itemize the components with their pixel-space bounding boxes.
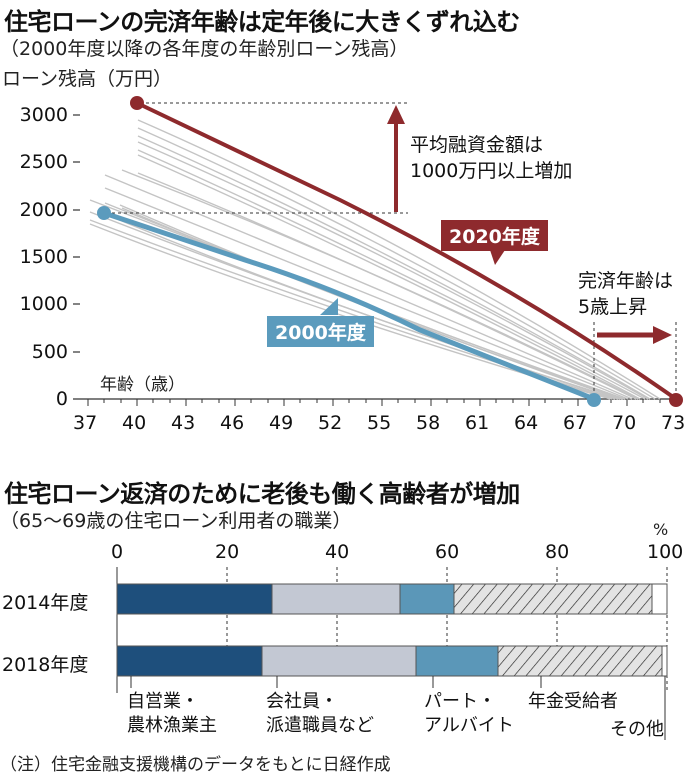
line-2000	[103, 210, 595, 402]
annotation-age-line2: 5歳上昇	[578, 296, 648, 318]
x-tick-64: 64	[514, 412, 539, 434]
x-tick-43: 43	[171, 412, 196, 434]
bar-chart-subtitle: （65〜69歳の住宅ローン利用者の職業）	[0, 510, 352, 532]
x-tick-70: 70	[612, 412, 637, 434]
category-leaders	[130, 676, 666, 740]
annotation-age-line1: 完済年齢は	[578, 270, 674, 292]
x-tick-73: 73	[661, 412, 686, 434]
x-tick-61: 61	[465, 412, 490, 434]
grey-year-lines	[89, 119, 661, 400]
annotation-amount-line2: 1000万円以上増加	[410, 160, 573, 182]
increase-arrow-head	[387, 105, 405, 124]
bar-2014	[116, 583, 668, 615]
y-tick-2000: 2000	[19, 199, 68, 221]
bar-tick-40: 40	[325, 541, 350, 563]
y-tick-1500: 1500	[19, 246, 68, 268]
source-note: （注）住宅金融支援機構のデータをもとに日経作成	[0, 755, 391, 775]
category-self-employed: 自営業・ 農林漁業主	[127, 691, 217, 736]
bar-tick-0: 0	[111, 541, 124, 563]
reference-dashed-lines	[106, 102, 677, 399]
bar-2018	[116, 645, 668, 677]
x-tick-55: 55	[367, 412, 392, 434]
line-2020	[136, 101, 678, 401]
label-2020: 2020年度	[441, 220, 548, 251]
point-2020-start	[130, 96, 144, 110]
category-other: その他	[610, 719, 664, 740]
x-tick-46: 46	[220, 412, 245, 434]
y-tick-2500: 2500	[19, 151, 68, 173]
x-tick-37: 37	[73, 412, 98, 434]
point-2000-start	[97, 206, 111, 220]
y-tick-3000: 3000	[19, 104, 68, 126]
x-axis-label: 年齢（歳）	[100, 375, 185, 395]
bar-tick-80: 80	[545, 541, 570, 563]
row-label-2018: 2018年度	[2, 654, 89, 676]
x-tick-49: 49	[269, 412, 294, 434]
y-tick-0: 0	[55, 388, 68, 410]
y-axis-ticks	[73, 114, 80, 353]
category-employee: 会社員・ 派遣職員など	[266, 691, 374, 736]
y-axis-label: ローン残高（万円）	[2, 68, 173, 90]
point-2020-end	[669, 393, 683, 407]
x-tick-52: 52	[318, 412, 343, 434]
point-2000-end	[587, 393, 601, 407]
age-shift-arrow-head	[653, 326, 672, 344]
x-tick-67: 67	[563, 412, 588, 434]
category-part-time: パート・ アルバイト	[424, 691, 514, 736]
bar-tick-20: 20	[215, 541, 240, 563]
row-label-2014: 2014年度	[2, 592, 89, 614]
line-chart-subtitle: （2000年度以降の各年度の年齢別ローン残高）	[0, 38, 409, 60]
x-tick-58: 58	[416, 412, 441, 434]
bar-unit: %	[653, 520, 669, 539]
y-tick-1000: 1000	[19, 293, 68, 315]
annotation-amount-line1: 平均融資金額は	[410, 134, 544, 156]
category-pension: 年金受給者	[528, 691, 618, 712]
label-2000: 2000年度	[267, 316, 374, 347]
bar-tick-100: 100	[647, 541, 684, 563]
bar-tick-60: 60	[435, 541, 460, 563]
bar-chart-title: 住宅ローン返済のために老後も働く高齢者が増加	[4, 480, 520, 508]
line-chart-title: 住宅ローンの完済年齢は定年後に大きくずれ込む	[4, 8, 520, 36]
x-tick-40: 40	[122, 412, 147, 434]
y-tick-500: 500	[31, 341, 68, 363]
